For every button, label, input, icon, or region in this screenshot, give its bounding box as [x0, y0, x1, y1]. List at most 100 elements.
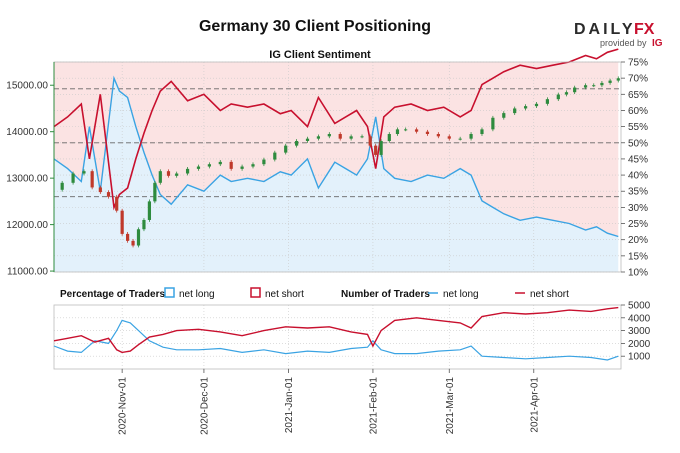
candle-body: [207, 164, 211, 167]
candle-body: [349, 136, 353, 139]
x-tick-label: 2020-Nov-01: [118, 377, 129, 435]
candle-body: [284, 145, 288, 153]
candle-body: [404, 129, 408, 131]
candle-body: [545, 99, 549, 104]
candle-body: [262, 159, 266, 165]
pct-tick-label: 70%: [628, 74, 648, 85]
price-tick-label: 15000.00: [6, 81, 48, 92]
candle-body: [583, 85, 588, 88]
candle-body: [305, 138, 310, 141]
legend-net-long-label: net long: [179, 289, 215, 300]
lower-frame: [53, 304, 622, 370]
x-tick-label: 2021-Jan-01: [284, 377, 295, 434]
brand-fx: FX: [634, 21, 655, 38]
candle-body: [218, 161, 222, 165]
pct-tick-label: 45%: [628, 154, 648, 165]
candle-body: [136, 229, 141, 246]
brand-provided-by: provided by: [600, 38, 647, 48]
legend-traders-long-label: net long: [443, 289, 479, 300]
x-tick-label: 2021-Apr-01: [529, 377, 540, 433]
candle-body: [166, 171, 171, 176]
candle-body: [425, 131, 430, 135]
candle-body: [447, 136, 451, 139]
candle-body: [175, 173, 179, 176]
candle-body: [592, 85, 596, 87]
brand-ig: IG: [652, 38, 663, 49]
candle-body: [90, 171, 94, 188]
candle-body: [158, 171, 162, 183]
legend: Percentage of Traders net long net short…: [60, 287, 569, 300]
candle-body: [229, 161, 233, 169]
candle-body: [600, 82, 604, 86]
candle-body: [142, 219, 146, 230]
legend-net-short-swatch: [250, 287, 261, 298]
candle-body: [502, 113, 506, 118]
candle-body: [98, 187, 102, 193]
candle-body: [360, 136, 364, 138]
candle-body: [395, 129, 400, 135]
candle-body: [126, 233, 130, 241]
legend-net-long-swatch: [164, 287, 175, 298]
pct-tick-label: 40%: [628, 171, 648, 182]
candle-body: [368, 136, 372, 146]
candle-body: [60, 182, 64, 190]
chart-subtitle: IG Client Sentiment: [269, 49, 371, 61]
candle-body: [115, 196, 119, 211]
candle-body: [120, 210, 124, 234]
pct-tick-label: 30%: [628, 203, 648, 214]
candle-body: [469, 134, 473, 139]
brand-daily: DAILY: [574, 21, 636, 38]
candle-body: [196, 166, 201, 169]
traders-tick-label: 3000: [628, 326, 651, 337]
candle-body: [106, 192, 111, 197]
candle-body: [185, 168, 190, 174]
pct-tick-label: 75%: [628, 58, 648, 69]
legend-pct-title: Percentage of Traders: [60, 289, 165, 300]
candle-body: [379, 140, 383, 155]
net-long-traders-line: [53, 319, 619, 361]
dailyfx-logo: DAILY FX provided by IG: [574, 21, 663, 49]
net-short-traders-line: [53, 306, 619, 354]
price-tick-label: 14000.00: [6, 127, 48, 138]
price-sentiment-panel: 11000.00 12000.00 13000.00 14000.00 15000.00…: [6, 48, 648, 279]
candle-body: [338, 134, 342, 139]
pct-tick-label: 25%: [628, 219, 648, 230]
traders-tick-label: 5000: [628, 301, 651, 312]
candle-body: [513, 108, 517, 114]
candle-body: [295, 140, 299, 146]
candle-body: [616, 78, 620, 81]
candle-body: [480, 129, 484, 135]
candle-body: [240, 166, 244, 169]
candle-body: [374, 145, 378, 155]
x-tick-label: 2021-Mar-01: [445, 377, 456, 435]
pct-tick-label: 10%: [628, 268, 648, 279]
candle-body: [556, 94, 560, 100]
net-short-area: [54, 62, 619, 237]
candle-body: [573, 87, 577, 93]
x-tick-label: 2021-Feb-01: [368, 377, 379, 435]
x-tick-label: 2020-Dec-01: [199, 377, 210, 435]
candle-body: [273, 152, 277, 160]
candle-body: [71, 173, 75, 183]
candle-body: [251, 164, 255, 167]
net-short-pct-line: [53, 48, 619, 211]
traders-tick-label: 1000: [628, 352, 651, 363]
candle-body: [387, 134, 391, 141]
candle-body: [147, 201, 152, 220]
legend-num-title: Number of Traders: [341, 289, 430, 300]
candle-body: [491, 117, 495, 130]
traders-tick-label: 4000: [628, 313, 651, 324]
price-tick-label: 12000.00: [6, 220, 48, 231]
candle-body: [564, 92, 569, 95]
legend-net-short-label: net short: [265, 289, 304, 300]
pct-tick-label: 20%: [628, 235, 648, 246]
pct-tick-label: 35%: [628, 187, 648, 198]
pct-tick-label: 55%: [628, 122, 648, 133]
pct-tick-label: 15%: [628, 251, 648, 262]
candle-body: [131, 240, 135, 246]
candle-body: [534, 103, 539, 107]
traders-tick-label: 2000: [628, 339, 651, 350]
candle-body: [316, 136, 321, 139]
